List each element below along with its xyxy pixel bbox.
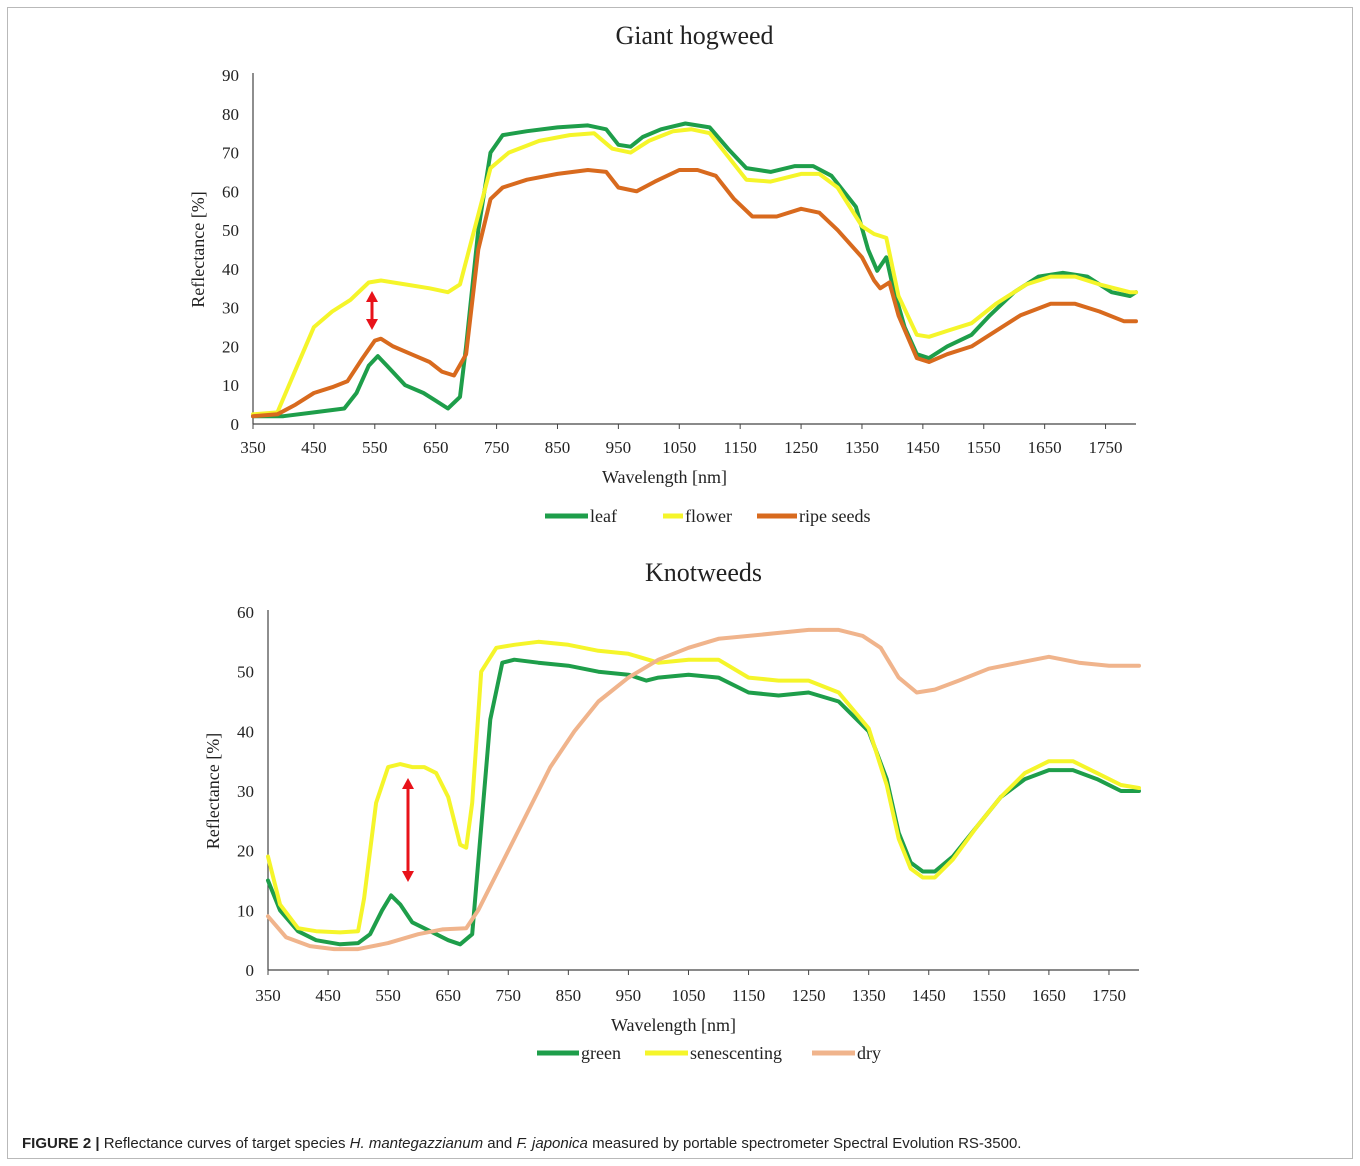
legend-label: ripe seeds bbox=[799, 506, 870, 526]
y-tick-label: 20 bbox=[237, 842, 254, 861]
legend-label: green bbox=[581, 1043, 621, 1063]
legend-label: leaf bbox=[590, 506, 617, 526]
x-tick-label: 1550 bbox=[967, 438, 1001, 457]
annotation-arrow-head-up bbox=[366, 291, 378, 302]
figure-caption: FIGURE 2 | Reflectance curves of target … bbox=[22, 1135, 1342, 1152]
y-tick-label: 60 bbox=[222, 182, 239, 201]
x-tick-label: 1250 bbox=[784, 438, 818, 457]
x-tick-label: 950 bbox=[606, 438, 632, 457]
y-tick-label: 70 bbox=[222, 144, 239, 163]
x-tick-label: 350 bbox=[240, 438, 266, 457]
y-tick-label: 0 bbox=[231, 415, 240, 434]
x-tick-label: 1050 bbox=[662, 438, 696, 457]
x-tick-label: 1450 bbox=[912, 986, 946, 1005]
y-tick-label: 90 bbox=[222, 66, 239, 85]
chart-title: Giant hogweed bbox=[615, 21, 773, 50]
y-tick-label: 20 bbox=[222, 337, 239, 356]
x-tick-label: 1350 bbox=[852, 986, 886, 1005]
y-tick-label: 30 bbox=[222, 299, 239, 318]
y-tick-label: 50 bbox=[222, 221, 239, 240]
annotation-arrow-head-down bbox=[402, 871, 414, 882]
x-axis-label: Wavelength [nm] bbox=[602, 467, 727, 487]
series-line-dry bbox=[266, 627, 1141, 952]
y-axis-label: Reflectance [%] bbox=[203, 733, 223, 849]
x-tick-label: 1150 bbox=[732, 986, 765, 1005]
x-tick-label: 950 bbox=[616, 986, 642, 1005]
figure-frame bbox=[7, 7, 1353, 1159]
y-tick-label: 10 bbox=[237, 901, 254, 920]
caption-text-1: Reflectance curves of target species bbox=[99, 1135, 350, 1152]
y-tick-label: 80 bbox=[222, 105, 239, 124]
chart-title: Knotweeds bbox=[645, 558, 762, 587]
caption-species-2: F. japonica bbox=[516, 1135, 588, 1152]
x-tick-label: 1750 bbox=[1089, 438, 1123, 457]
legend-label: senescenting bbox=[690, 1043, 782, 1063]
x-tick-label: 650 bbox=[435, 986, 461, 1005]
series-line-green bbox=[266, 657, 1141, 947]
y-tick-label: 40 bbox=[222, 260, 239, 279]
x-tick-label: 850 bbox=[556, 986, 582, 1005]
x-tick-label: 1550 bbox=[972, 986, 1006, 1005]
x-tick-label: 750 bbox=[484, 438, 510, 457]
x-tick-label: 550 bbox=[375, 986, 401, 1005]
y-tick-label: 10 bbox=[222, 376, 239, 395]
series-line-flower bbox=[251, 127, 1138, 417]
caption-text-3: measured by portable spectrometer Spectr… bbox=[587, 1135, 1022, 1152]
caption-species-1: H. mantegazzianum bbox=[349, 1135, 484, 1152]
x-tick-label: 450 bbox=[315, 986, 341, 1005]
x-tick-label: 1450 bbox=[906, 438, 940, 457]
x-tick-label: 450 bbox=[301, 438, 327, 457]
y-axis-label: Reflectance [%] bbox=[188, 191, 208, 307]
x-tick-label: 1150 bbox=[723, 438, 756, 457]
x-axis-label: Wavelength [nm] bbox=[611, 1015, 736, 1035]
x-tick-label: 1350 bbox=[845, 438, 879, 457]
y-tick-label: 30 bbox=[237, 782, 254, 801]
series-line-leaf bbox=[251, 121, 1138, 419]
y-tick-label: 60 bbox=[237, 603, 254, 622]
series-line-senescenting bbox=[266, 639, 1141, 935]
x-tick-label: 550 bbox=[362, 438, 388, 457]
x-tick-label: 1650 bbox=[1028, 438, 1062, 457]
annotation-arrow-head-up bbox=[402, 778, 414, 789]
x-tick-label: 1650 bbox=[1032, 986, 1066, 1005]
x-tick-label: 1050 bbox=[671, 986, 705, 1005]
series-line-ripe-seeds bbox=[251, 168, 1138, 419]
caption-label: FIGURE 2 | bbox=[22, 1135, 100, 1152]
legend-label: dry bbox=[857, 1043, 881, 1063]
x-tick-label: 1750 bbox=[1092, 986, 1126, 1005]
legend-label: flower bbox=[685, 506, 732, 526]
x-tick-label: 650 bbox=[423, 438, 449, 457]
y-tick-label: 40 bbox=[237, 722, 254, 741]
annotation-arrow-head-down bbox=[366, 319, 378, 330]
x-tick-label: 350 bbox=[255, 986, 281, 1005]
x-tick-label: 1250 bbox=[792, 986, 826, 1005]
caption-text-2: and bbox=[483, 1135, 517, 1152]
x-tick-label: 750 bbox=[496, 986, 522, 1005]
x-tick-label: 850 bbox=[545, 438, 571, 457]
y-tick-label: 50 bbox=[237, 663, 254, 682]
y-tick-label: 0 bbox=[246, 961, 255, 980]
